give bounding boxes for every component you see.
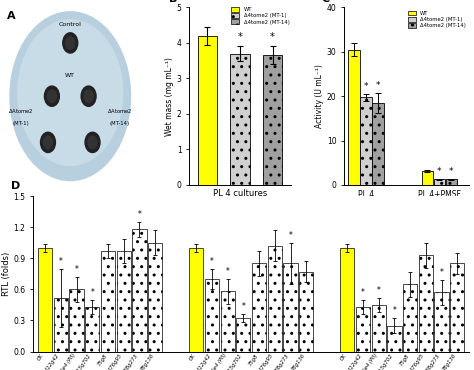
Circle shape — [45, 86, 59, 106]
Bar — [132, 229, 146, 352]
Bar — [340, 248, 355, 352]
Bar — [446, 179, 457, 185]
Text: *: * — [289, 231, 292, 240]
Ellipse shape — [10, 12, 130, 181]
Text: C: C — [322, 0, 330, 4]
Text: *: * — [226, 267, 229, 276]
Bar — [38, 248, 52, 352]
Circle shape — [44, 136, 53, 149]
Circle shape — [63, 33, 78, 53]
Bar — [205, 279, 219, 352]
Circle shape — [85, 132, 100, 152]
Bar — [387, 326, 401, 352]
Bar — [189, 248, 203, 352]
Legend: WT, Δ4tome2 (MT-1), Δ4tome2 (MT-14): WT, Δ4tome2 (MT-1), Δ4tome2 (MT-14) — [231, 7, 290, 25]
Text: *: * — [210, 256, 214, 266]
Circle shape — [81, 86, 96, 106]
Text: *: * — [74, 265, 79, 274]
Text: *: * — [377, 286, 381, 295]
Bar — [434, 179, 445, 185]
Circle shape — [88, 136, 97, 149]
Bar — [422, 171, 433, 185]
Text: *: * — [364, 82, 368, 91]
Text: (MT-1): (MT-1) — [12, 121, 29, 126]
Bar — [236, 318, 250, 352]
Bar — [435, 292, 449, 352]
Bar — [268, 246, 282, 352]
Bar — [450, 263, 465, 352]
Circle shape — [40, 132, 55, 152]
Bar — [372, 103, 383, 185]
Text: B: B — [169, 0, 177, 4]
Bar — [148, 243, 162, 352]
X-axis label: PL 4 cultures: PL 4 cultures — [213, 189, 267, 198]
Y-axis label: Wet mass (mg mL⁻¹): Wet mass (mg mL⁻¹) — [165, 57, 174, 136]
Text: *: * — [91, 287, 94, 297]
Text: *: * — [137, 210, 141, 219]
Bar — [70, 289, 84, 352]
Circle shape — [47, 90, 56, 102]
Text: *: * — [440, 268, 444, 277]
Bar — [283, 263, 298, 352]
Y-axis label: RTL (folds): RTL (folds) — [1, 252, 10, 296]
Text: *: * — [376, 81, 380, 90]
Bar — [101, 251, 115, 352]
Text: WT: WT — [65, 73, 75, 78]
Bar — [54, 297, 68, 352]
Text: *: * — [270, 32, 275, 42]
Bar — [419, 255, 433, 352]
Circle shape — [84, 90, 93, 102]
Bar — [356, 307, 370, 351]
Bar — [85, 307, 100, 351]
Circle shape — [66, 37, 75, 49]
Bar — [372, 305, 386, 352]
Y-axis label: Activity (U mL⁻¹): Activity (U mL⁻¹) — [315, 64, 324, 128]
Bar — [230, 54, 250, 185]
Text: D: D — [11, 181, 21, 191]
Text: *: * — [237, 32, 242, 42]
Bar — [348, 50, 360, 185]
Legend: WT, Δ4tome2 (MT-1), Δ4tome2 (MT-14): WT, Δ4tome2 (MT-1), Δ4tome2 (MT-14) — [408, 10, 466, 29]
Text: $\Delta$Atome2: $\Delta$Atome2 — [8, 107, 33, 115]
Text: *: * — [59, 256, 63, 266]
Text: *: * — [392, 306, 396, 315]
Text: Control: Control — [59, 22, 82, 27]
Bar — [117, 251, 131, 352]
Text: *: * — [449, 167, 454, 176]
Text: $\Delta$Atome2: $\Delta$Atome2 — [107, 107, 133, 115]
Bar — [198, 36, 217, 185]
Bar — [299, 272, 313, 352]
Text: A: A — [8, 11, 16, 21]
Bar — [263, 56, 283, 185]
Text: (MT-14): (MT-14) — [110, 121, 130, 126]
Text: *: * — [437, 167, 442, 176]
Text: *: * — [241, 302, 246, 311]
Bar — [403, 284, 417, 352]
Bar — [220, 292, 235, 352]
Bar — [360, 97, 372, 185]
Text: *: * — [361, 287, 365, 297]
Ellipse shape — [18, 20, 123, 165]
Bar — [252, 263, 266, 352]
